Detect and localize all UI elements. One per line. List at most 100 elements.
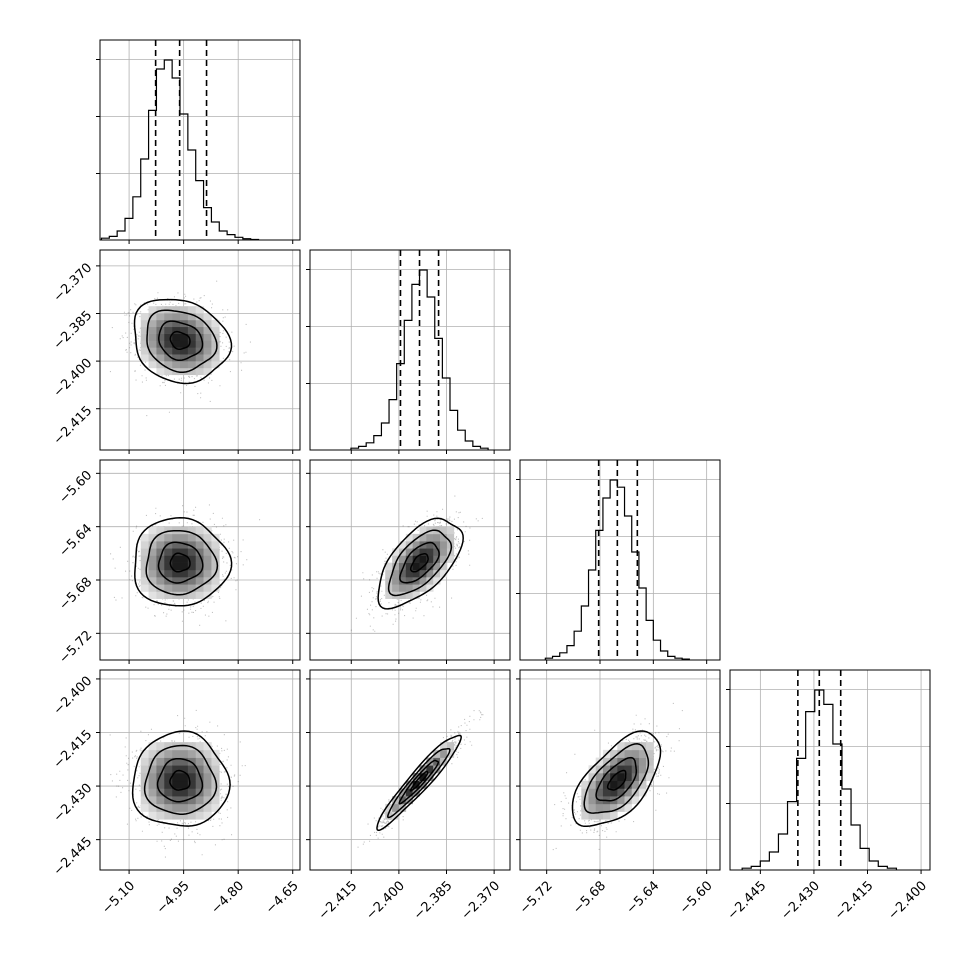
panel-content	[110, 504, 261, 626]
density-cell	[148, 577, 157, 585]
contour-level-4	[409, 770, 429, 792]
contour-level-3	[158, 320, 204, 362]
x-tick-label: −5.68	[570, 878, 609, 917]
density-grid	[140, 306, 220, 376]
density-cell	[148, 526, 157, 535]
density-cell	[180, 811, 189, 820]
density-cell	[140, 803, 149, 812]
density-cell	[426, 773, 434, 782]
density-cell	[140, 541, 149, 549]
density-cell	[156, 313, 165, 321]
density-cell	[203, 584, 212, 592]
density-cell	[148, 796, 157, 805]
y-tick-label: −5.72	[57, 628, 96, 667]
density-cell	[440, 533, 448, 542]
density-cell	[140, 319, 149, 328]
contour-level-3	[157, 541, 204, 584]
y-tick-label: −2.415	[51, 727, 96, 772]
x-tick-label: −5.72	[517, 878, 556, 917]
density-cell	[187, 533, 197, 542]
density-cell	[172, 313, 181, 321]
density-cell	[148, 347, 157, 355]
panel-frame	[309, 459, 511, 661]
density-cell	[164, 811, 173, 820]
density-cell	[405, 788, 413, 797]
contour-level-4	[169, 552, 191, 573]
density-cell	[203, 796, 212, 805]
density-cell	[187, 757, 197, 766]
density-cell	[602, 773, 611, 782]
density-cell	[195, 326, 204, 334]
density-cell	[433, 555, 441, 563]
density-cell	[195, 354, 204, 362]
density-cell	[156, 319, 165, 328]
density-cell	[638, 765, 647, 774]
density-cell	[164, 780, 173, 789]
density-cell	[398, 591, 407, 599]
density-cell	[172, 361, 181, 369]
density-cell	[195, 591, 204, 599]
density-cell	[156, 780, 165, 789]
x-tick-label: −2.430	[778, 878, 823, 923]
density-cell	[148, 788, 157, 797]
panel-frame	[99, 39, 301, 241]
density-cell	[164, 367, 173, 376]
density-cell	[602, 780, 611, 789]
density-cell	[412, 780, 420, 789]
histogram-panel-1	[96, 39, 301, 244]
density-cell	[180, 326, 189, 334]
density-cell	[440, 742, 448, 751]
density-cell	[426, 562, 434, 571]
density-cell	[156, 577, 165, 585]
x-tick-label: −2.370	[459, 878, 504, 923]
density-cell	[412, 569, 420, 578]
y-tick-label: −2.370	[51, 261, 96, 306]
density-cell	[156, 533, 165, 542]
density-cell	[172, 548, 181, 556]
density-cell	[156, 548, 165, 556]
contour-level-2	[145, 529, 219, 596]
density-grid	[140, 742, 220, 820]
density-cell	[140, 340, 149, 348]
density-cell	[172, 354, 181, 362]
density-cell	[180, 591, 189, 599]
density-cell	[187, 562, 197, 571]
contour-level-4	[169, 769, 191, 791]
density-cell	[172, 347, 181, 355]
density-cell	[385, 811, 393, 820]
density-cell	[187, 347, 197, 355]
density-cell	[156, 765, 165, 774]
density-cell	[405, 569, 413, 578]
density-cell	[180, 773, 189, 782]
x-tick-label: −2.385	[411, 878, 456, 923]
density-cell	[419, 548, 427, 556]
density-cell	[195, 765, 204, 774]
contour-level-2	[583, 743, 650, 814]
density-cell	[385, 569, 393, 578]
density-cell	[617, 796, 625, 805]
density-cell	[195, 306, 204, 314]
density-cell	[610, 803, 618, 812]
y-tick-label: −2.400	[51, 674, 96, 719]
density-cell	[164, 742, 173, 751]
density-cell	[195, 584, 204, 592]
density-cell	[419, 577, 427, 585]
density-cell	[156, 347, 165, 355]
density-cell	[172, 333, 181, 341]
density-cell	[180, 569, 189, 578]
density-cell	[164, 526, 173, 535]
density-cell	[164, 555, 173, 563]
density-cell	[148, 548, 157, 556]
contour-level-1	[376, 734, 462, 832]
density-cell	[180, 354, 189, 362]
density-cell	[180, 749, 189, 758]
density-cell	[385, 591, 393, 599]
panel-frame	[729, 669, 931, 871]
density-cell	[203, 347, 212, 355]
density-cell	[203, 569, 212, 578]
scatter-panel-3-1	[96, 459, 301, 664]
density-cell	[610, 788, 618, 797]
density-cell	[187, 577, 197, 585]
density-cell	[433, 749, 441, 758]
